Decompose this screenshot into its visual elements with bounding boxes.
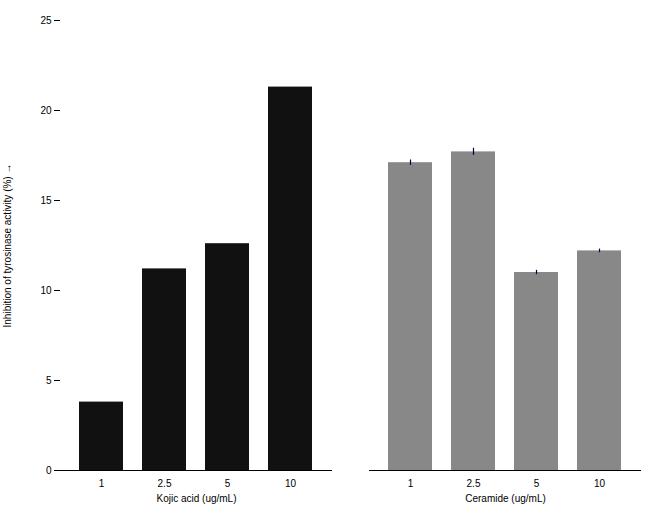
svg-text:Kojic acid (ug/mL): Kojic acid (ug/mL) — [156, 493, 236, 504]
svg-text:1: 1 — [99, 478, 105, 489]
svg-text:5: 5 — [534, 478, 540, 489]
svg-text:Ceramide (ug/mL): Ceramide (ug/mL) — [465, 493, 546, 504]
svg-text:Inhibition of tyrosinase activ: Inhibition of tyrosinase activity (%) → — [2, 164, 13, 328]
svg-text:20: 20 — [40, 105, 52, 116]
svg-text:10: 10 — [40, 285, 52, 296]
svg-text:0: 0 — [46, 465, 52, 476]
svg-text:10: 10 — [594, 478, 606, 489]
svg-text:15: 15 — [40, 195, 52, 206]
svg-text:25: 25 — [40, 15, 52, 26]
svg-text:10: 10 — [285, 478, 297, 489]
svg-text:1: 1 — [408, 478, 414, 489]
svg-text:5: 5 — [46, 375, 52, 386]
svg-text:5: 5 — [225, 478, 231, 489]
svg-text:2.5: 2.5 — [467, 478, 481, 489]
svg-text:2.5: 2.5 — [158, 478, 172, 489]
